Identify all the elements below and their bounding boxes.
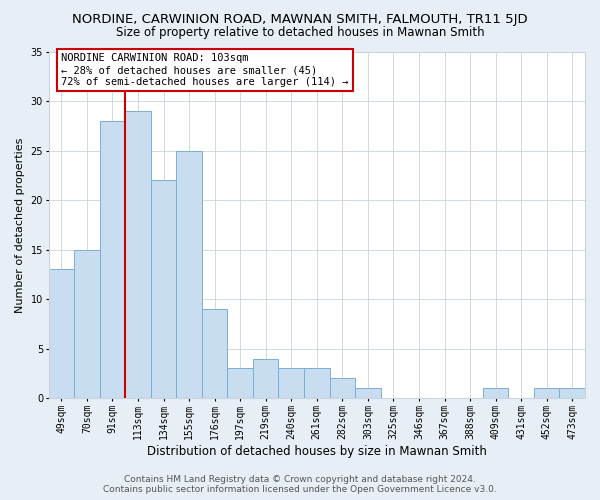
Bar — [151, 180, 176, 398]
Bar — [125, 111, 151, 398]
Text: Size of property relative to detached houses in Mawnan Smith: Size of property relative to detached ho… — [116, 26, 484, 39]
Bar — [329, 378, 355, 398]
Bar — [355, 388, 380, 398]
Bar — [227, 368, 253, 398]
Text: NORDINE, CARWINION ROAD, MAWNAN SMITH, FALMOUTH, TR11 5JD: NORDINE, CARWINION ROAD, MAWNAN SMITH, F… — [72, 12, 528, 26]
Bar — [100, 121, 125, 398]
Y-axis label: Number of detached properties: Number of detached properties — [15, 137, 25, 312]
Bar — [176, 150, 202, 398]
Bar — [74, 250, 100, 398]
Text: NORDINE CARWINION ROAD: 103sqm
← 28% of detached houses are smaller (45)
72% of : NORDINE CARWINION ROAD: 103sqm ← 28% of … — [61, 54, 349, 86]
Bar — [253, 358, 278, 398]
X-axis label: Distribution of detached houses by size in Mawnan Smith: Distribution of detached houses by size … — [147, 444, 487, 458]
Bar — [534, 388, 559, 398]
Bar — [278, 368, 304, 398]
Text: Contains HM Land Registry data © Crown copyright and database right 2024.
Contai: Contains HM Land Registry data © Crown c… — [103, 474, 497, 494]
Bar — [49, 270, 74, 398]
Bar — [202, 309, 227, 398]
Bar — [483, 388, 508, 398]
Bar — [559, 388, 585, 398]
Bar — [304, 368, 329, 398]
